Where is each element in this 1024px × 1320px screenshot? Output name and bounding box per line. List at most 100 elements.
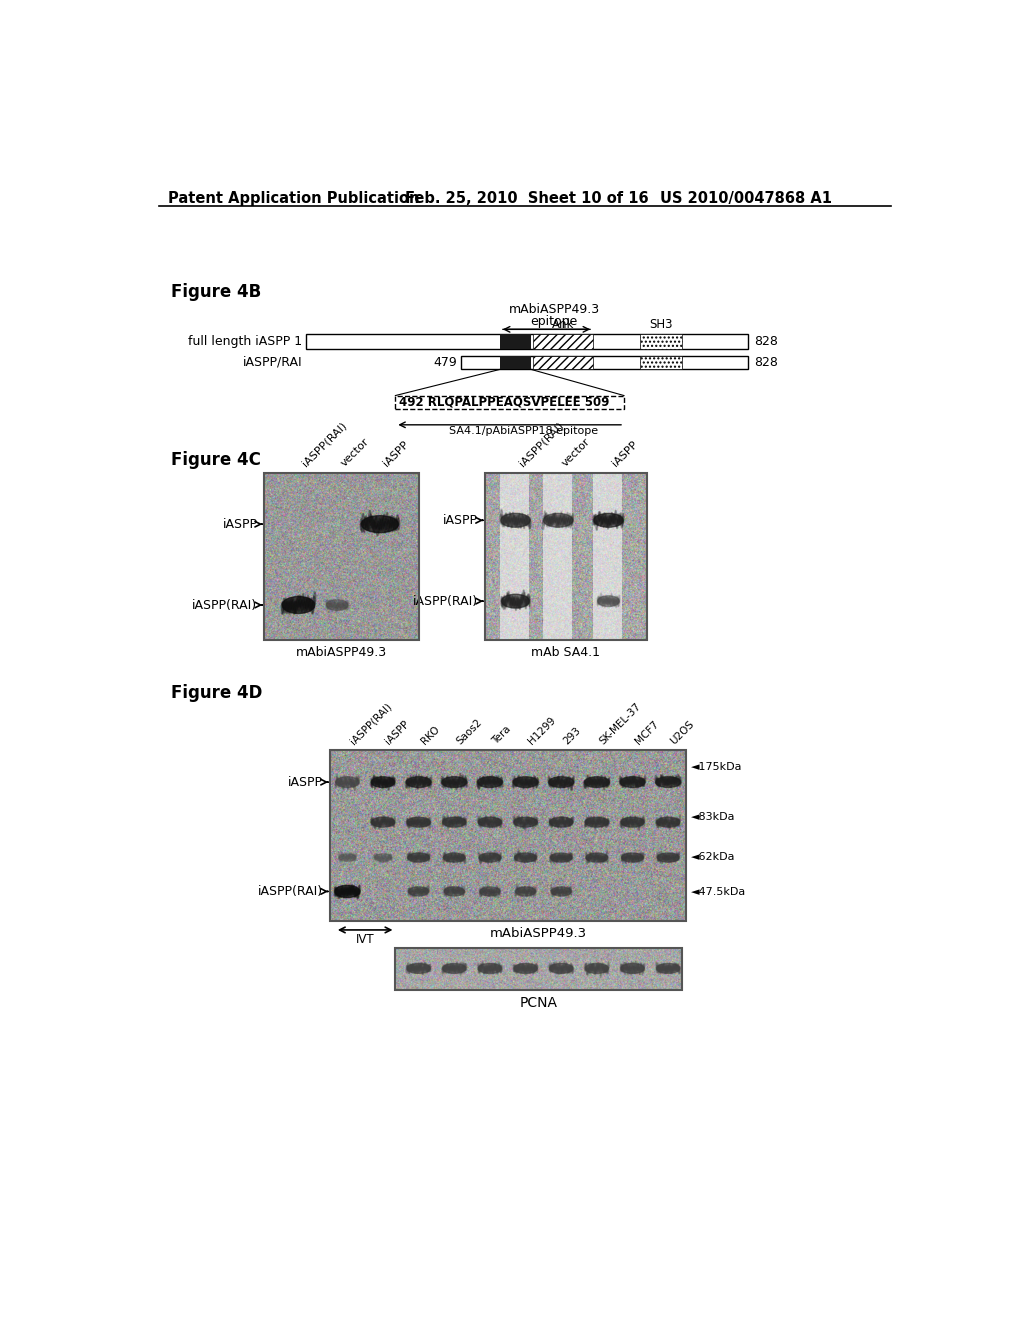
- Ellipse shape: [531, 888, 532, 895]
- Ellipse shape: [494, 891, 495, 896]
- Ellipse shape: [388, 776, 390, 784]
- Ellipse shape: [302, 594, 304, 606]
- Ellipse shape: [492, 775, 493, 783]
- Ellipse shape: [599, 777, 600, 785]
- Ellipse shape: [413, 857, 414, 863]
- Ellipse shape: [637, 780, 639, 788]
- Ellipse shape: [461, 855, 463, 862]
- Ellipse shape: [662, 857, 663, 863]
- Ellipse shape: [390, 515, 393, 527]
- Ellipse shape: [410, 817, 411, 824]
- Ellipse shape: [609, 597, 610, 605]
- Ellipse shape: [388, 820, 389, 826]
- Ellipse shape: [361, 520, 364, 532]
- Ellipse shape: [415, 776, 417, 784]
- Ellipse shape: [594, 818, 596, 825]
- Ellipse shape: [671, 817, 672, 824]
- Ellipse shape: [558, 517, 560, 528]
- Ellipse shape: [562, 888, 563, 895]
- Ellipse shape: [453, 857, 454, 863]
- Ellipse shape: [560, 854, 561, 861]
- Ellipse shape: [642, 965, 644, 973]
- Ellipse shape: [572, 966, 573, 973]
- Ellipse shape: [348, 855, 349, 861]
- Ellipse shape: [635, 817, 637, 825]
- Ellipse shape: [415, 964, 417, 970]
- Ellipse shape: [346, 776, 348, 784]
- Ellipse shape: [456, 854, 458, 861]
- Ellipse shape: [500, 513, 502, 524]
- Ellipse shape: [524, 965, 526, 973]
- Ellipse shape: [550, 817, 572, 828]
- Ellipse shape: [568, 516, 570, 527]
- Ellipse shape: [487, 818, 488, 825]
- Ellipse shape: [600, 777, 602, 785]
- Ellipse shape: [483, 966, 484, 974]
- Text: US 2010/0047868 A1: US 2010/0047868 A1: [659, 191, 831, 206]
- Ellipse shape: [586, 964, 587, 970]
- Ellipse shape: [334, 601, 336, 609]
- Ellipse shape: [449, 854, 451, 861]
- Ellipse shape: [415, 890, 417, 896]
- Ellipse shape: [670, 855, 672, 862]
- Ellipse shape: [559, 962, 560, 969]
- Ellipse shape: [459, 777, 460, 785]
- Ellipse shape: [442, 964, 466, 973]
- Ellipse shape: [662, 853, 663, 859]
- Ellipse shape: [605, 777, 606, 784]
- Ellipse shape: [498, 962, 500, 969]
- Ellipse shape: [480, 779, 482, 787]
- Ellipse shape: [630, 854, 631, 861]
- Ellipse shape: [557, 821, 559, 828]
- Ellipse shape: [531, 818, 534, 825]
- Ellipse shape: [419, 888, 421, 895]
- Ellipse shape: [351, 777, 353, 785]
- Ellipse shape: [388, 520, 390, 532]
- Ellipse shape: [392, 516, 395, 528]
- Ellipse shape: [566, 779, 567, 785]
- Ellipse shape: [561, 519, 563, 528]
- Ellipse shape: [531, 855, 532, 862]
- Ellipse shape: [669, 855, 671, 862]
- Ellipse shape: [460, 857, 462, 863]
- Ellipse shape: [514, 776, 515, 784]
- Ellipse shape: [618, 595, 620, 603]
- Ellipse shape: [568, 966, 570, 973]
- Ellipse shape: [417, 966, 419, 973]
- Ellipse shape: [677, 779, 678, 787]
- Text: mAb SA4.1: mAb SA4.1: [531, 645, 600, 659]
- Ellipse shape: [379, 779, 380, 787]
- Ellipse shape: [520, 821, 522, 828]
- Ellipse shape: [353, 855, 354, 861]
- Ellipse shape: [561, 779, 562, 787]
- Ellipse shape: [330, 602, 331, 610]
- Ellipse shape: [452, 965, 453, 972]
- Ellipse shape: [601, 857, 603, 863]
- Ellipse shape: [339, 854, 356, 862]
- Ellipse shape: [495, 890, 496, 896]
- Ellipse shape: [428, 818, 430, 825]
- Ellipse shape: [564, 966, 566, 973]
- Ellipse shape: [531, 817, 532, 824]
- Ellipse shape: [666, 966, 668, 973]
- Ellipse shape: [424, 962, 425, 969]
- Ellipse shape: [361, 516, 398, 533]
- Ellipse shape: [622, 780, 624, 788]
- Ellipse shape: [544, 511, 546, 520]
- Ellipse shape: [327, 599, 348, 610]
- Ellipse shape: [679, 814, 681, 821]
- Ellipse shape: [493, 968, 494, 974]
- Ellipse shape: [588, 854, 589, 861]
- Text: iASPP(RAI): iASPP(RAI): [300, 421, 348, 469]
- Ellipse shape: [412, 884, 414, 891]
- Ellipse shape: [375, 855, 376, 861]
- Ellipse shape: [587, 775, 589, 783]
- Ellipse shape: [635, 777, 636, 785]
- Ellipse shape: [413, 779, 415, 787]
- Ellipse shape: [588, 857, 590, 862]
- Ellipse shape: [443, 779, 445, 785]
- Ellipse shape: [630, 776, 631, 784]
- Ellipse shape: [669, 854, 670, 859]
- Ellipse shape: [374, 521, 376, 533]
- Ellipse shape: [452, 887, 453, 894]
